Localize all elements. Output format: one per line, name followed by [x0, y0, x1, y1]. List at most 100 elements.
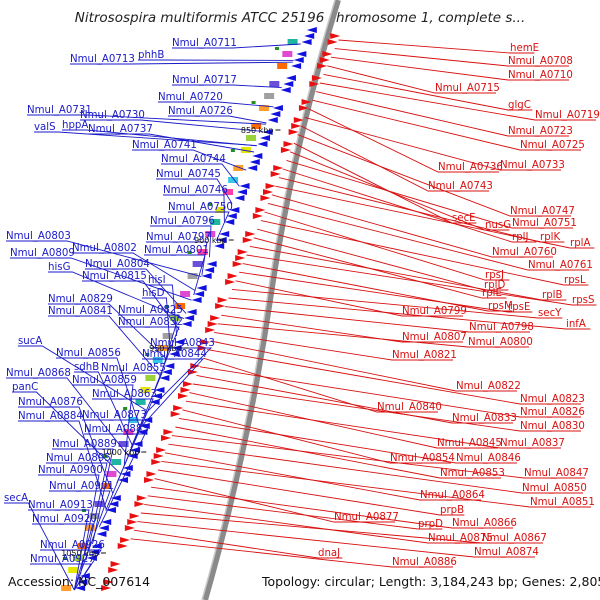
gene-label-left[interactable]: hppA [62, 120, 88, 131]
gene-label-right[interactable]: Nmul_A0715 [435, 83, 500, 94]
gene-label-left[interactable]: Nmul_A0741 [132, 140, 197, 151]
gene-label-right[interactable]: Nmul_A0708 [508, 56, 573, 67]
gene-label-right[interactable]: glgC [508, 100, 531, 111]
gene-label-right[interactable]: Nmul_A0800 [468, 337, 533, 348]
gene-label-left[interactable]: Nmul_A0927 [30, 554, 95, 565]
gene-label-left[interactable]: Nmul_A0711 [172, 38, 237, 49]
gene-label-right[interactable]: rpsL [564, 275, 586, 286]
gene-label-right[interactable]: secE [452, 213, 476, 224]
gene-label-left[interactable]: Nmul_A0844 [142, 349, 207, 360]
gene-label-left[interactable]: Nmul_A0926 [40, 540, 105, 551]
gene-label-right[interactable]: hemE [510, 43, 539, 54]
gene-label-left[interactable]: Nmul_A0713 [70, 54, 135, 65]
gene-label-left[interactable]: Nmul_A0855 [101, 363, 166, 374]
gene-label-right[interactable]: rplK [540, 232, 560, 243]
gene-label-left[interactable]: Nmul_A0832 [118, 317, 183, 328]
gene-label-right[interactable]: rpsM [488, 301, 513, 312]
gene-label-left[interactable]: Nmul_A0809 [10, 248, 75, 259]
gene-label-left[interactable]: Nmul_A0843 [150, 338, 215, 349]
gene-label-right[interactable]: rplB [542, 290, 562, 301]
gene-label-left[interactable]: Nmul_A0803 [6, 231, 71, 242]
gene-label-left[interactable]: Nmul_A0737 [88, 124, 153, 135]
gene-label-left[interactable]: Nmul_A0801 [144, 245, 209, 256]
gene-label-right[interactable]: Nmul_A0850 [522, 483, 587, 494]
gene-label-right[interactable]: Nmul_A0864 [420, 490, 485, 501]
gene-label-left[interactable]: Nmul_A0841 [48, 306, 113, 317]
gene-label-left[interactable]: secA [4, 493, 28, 504]
gene-label-left[interactable]: sucA [18, 336, 42, 347]
gene-label-left[interactable]: Nmul_A0825 [118, 305, 183, 316]
gene-label-left[interactable]: Nmul_A0868 [6, 368, 71, 379]
gene-label-right[interactable]: Nmul_A0719 [535, 110, 600, 121]
gene-label-right[interactable]: Nmul_A0747 [510, 206, 575, 217]
gene-label-right[interactable]: Nmul_A0840 [377, 402, 442, 413]
gene-label-left[interactable]: sdhB [74, 362, 99, 373]
gene-label-left[interactable]: Nmul_A0744 [161, 154, 226, 165]
gene-label-left[interactable]: Nmul_A0750 [168, 202, 233, 213]
gene-label-left[interactable]: hisD [142, 288, 165, 299]
gene-label-left[interactable]: Nmul_A0895 [46, 453, 111, 464]
gene-label-left[interactable]: Nmul_A0731 [27, 105, 92, 116]
gene-label-right[interactable]: Nmul_A0877 [334, 512, 399, 523]
gene-label-right[interactable]: Nmul_A0886 [392, 557, 457, 568]
gene-label-left[interactable]: Nmul_A0920 [32, 514, 97, 525]
gene-label-right[interactable]: Nmul_A0736 [438, 162, 503, 173]
gene-label-right[interactable]: Nmul_A0751 [512, 218, 577, 229]
gene-label-right[interactable]: Nmul_A0743 [428, 181, 493, 192]
gene-label-right[interactable]: Nmul_A0875 [428, 533, 493, 544]
gene-label-right[interactable]: Nmul_A0822 [456, 381, 521, 392]
gene-label-right[interactable]: Nmul_A0866 [452, 518, 517, 529]
gene-label-right[interactable]: Nmul_A0837 [500, 438, 565, 449]
gene-label-left[interactable]: Nmul_A0804 [85, 259, 150, 270]
gene-label-right[interactable]: Nmul_A0826 [520, 407, 585, 418]
gene-label-right[interactable]: Nmul_A0723 [508, 126, 573, 137]
gene-label-left[interactable]: Nmul_A0730 [80, 110, 145, 121]
gene-label-left[interactable]: Nmul_A0717 [172, 75, 237, 86]
gene-label-left[interactable]: Nmul_A0889 [52, 439, 117, 450]
gene-label-right[interactable]: Nmul_A0799 [402, 306, 467, 317]
gene-label-left[interactable]: Nmul_A0913 [28, 500, 93, 511]
gene-label-right[interactable]: Nmul_A0845 [437, 438, 502, 449]
gene-label-left[interactable]: hisG [48, 262, 71, 273]
gene-label-left[interactable]: Nmul_A0720 [158, 92, 223, 103]
gene-label-right[interactable]: Nmul_A0847 [524, 468, 589, 479]
gene-label-left[interactable]: Nmul_A0884 [18, 411, 83, 422]
gene-label-right[interactable]: Nmul_A0867 [482, 533, 547, 544]
gene-label-right[interactable]: Nmul_A0798 [469, 322, 534, 333]
gene-label-right[interactable]: Nmul_A0821 [392, 350, 457, 361]
gene-label-left[interactable]: phhB [138, 50, 164, 61]
gene-label-left[interactable]: Nmul_A0901 [49, 481, 114, 492]
gene-label-left[interactable]: Nmul_A0797 [146, 232, 211, 243]
gene-label-left[interactable]: hisI [148, 275, 166, 286]
gene-label-right[interactable]: Nmul_A0833 [452, 413, 517, 424]
gene-label-right[interactable]: Nmul_A0851 [530, 497, 595, 508]
gene-label-right[interactable]: Nmul_A0823 [520, 394, 585, 405]
gene-label-right[interactable]: rplA [570, 238, 590, 249]
gene-label-left[interactable]: Nmul_A0745 [156, 169, 221, 180]
gene-label-right[interactable]: Nmul_A0710 [508, 70, 573, 81]
gene-label-left[interactable]: Nmul_A0859 [72, 375, 137, 386]
gene-label-right[interactable]: rplJ [512, 232, 529, 243]
gene-label-right[interactable]: Nmul_A0733 [500, 160, 565, 171]
gene-label-left[interactable]: Nmul_A0815 [82, 271, 147, 282]
gene-label-left[interactable]: panC [12, 382, 38, 393]
gene-label-left[interactable]: Nmul_A0829 [48, 294, 113, 305]
gene-label-right[interactable]: rplE [482, 288, 502, 299]
gene-label-right[interactable]: Nmul_A0760 [492, 247, 557, 258]
gene-label-right[interactable]: rplD [484, 280, 505, 291]
gene-label-left[interactable]: valS [34, 122, 56, 133]
gene-label-right[interactable]: Nmul_A0761 [528, 260, 593, 271]
gene-label-right[interactable]: prpD [418, 519, 443, 530]
gene-label-right[interactable]: rpsJ [485, 270, 504, 281]
gene-label-left[interactable]: Nmul_A0873 [82, 410, 147, 421]
gene-label-right[interactable]: Nmul_A0853 [440, 468, 505, 479]
gene-label-right[interactable]: Nmul_A0830 [520, 421, 585, 432]
gene-label-right[interactable]: rpsE [508, 302, 530, 313]
gene-label-left[interactable]: Nmul_A0863 [92, 389, 157, 400]
gene-label-right[interactable]: infA [566, 319, 586, 330]
gene-label-right[interactable]: Nmul_A0846 [456, 453, 521, 464]
gene-label-left[interactable]: Nmul_A0876 [18, 397, 83, 408]
gene-label-left[interactable]: Nmul_A0883 [84, 424, 149, 435]
gene-label-right[interactable]: dnaJ [318, 548, 340, 559]
gene-label-right[interactable]: Nmul_A0874 [474, 547, 539, 558]
